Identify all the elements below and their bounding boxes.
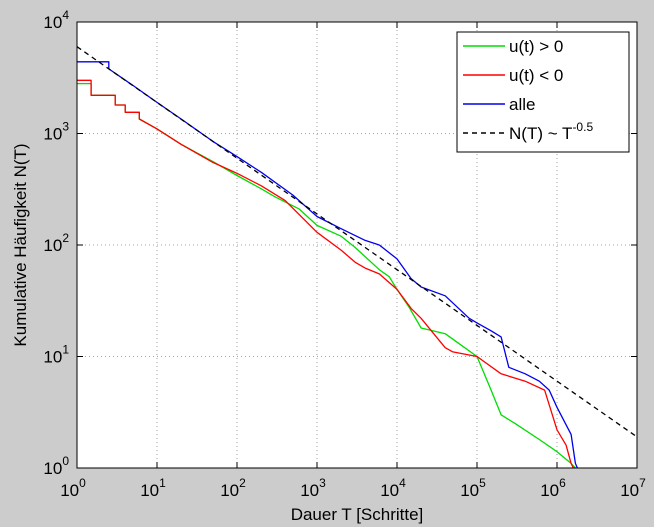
- x-tick-label: 100: [60, 476, 86, 500]
- ticks: [76, 21, 638, 469]
- legend-box: [456, 31, 630, 153]
- x-axis-label: Dauer T [Schritte]: [291, 505, 424, 524]
- x-tick-label: 102: [220, 476, 246, 500]
- y-tick-label: 103: [43, 120, 69, 144]
- x-tick-label: 105: [460, 476, 486, 500]
- x-tick-label: 104: [380, 476, 406, 500]
- legend-label-1: u(t) < 0: [509, 66, 563, 85]
- y-tick-label: 102: [43, 231, 69, 255]
- series-layer: [76, 46, 638, 469]
- tick-labels: 100 101 102 103 104 105 106 107 100 101 102 103 104: [43, 8, 646, 500]
- y-tick-label: 104: [43, 8, 69, 32]
- legend: u(t) > 0 u(t) < 0 alle N(T) ~ T-0.5: [456, 31, 630, 153]
- x-tick-label: 107: [620, 476, 646, 500]
- legend-label-0: u(t) > 0: [509, 37, 563, 56]
- x-tick-label: 103: [300, 476, 326, 500]
- x-tick-label: 106: [540, 476, 566, 500]
- y-tick-label: 101: [43, 343, 69, 367]
- series-line-1: [77, 79, 574, 469]
- legend-label-3: N(T) ~ T-0.5: [509, 120, 593, 143]
- grid: [77, 22, 637, 468]
- x-tick-label: 101: [140, 476, 166, 500]
- y-axis-label: Kumulative Häufigkeit N(T): [11, 143, 30, 346]
- legend-label-2: alle: [509, 95, 535, 114]
- y-tick-label: 100: [43, 454, 69, 478]
- series-line-3: [76, 46, 638, 438]
